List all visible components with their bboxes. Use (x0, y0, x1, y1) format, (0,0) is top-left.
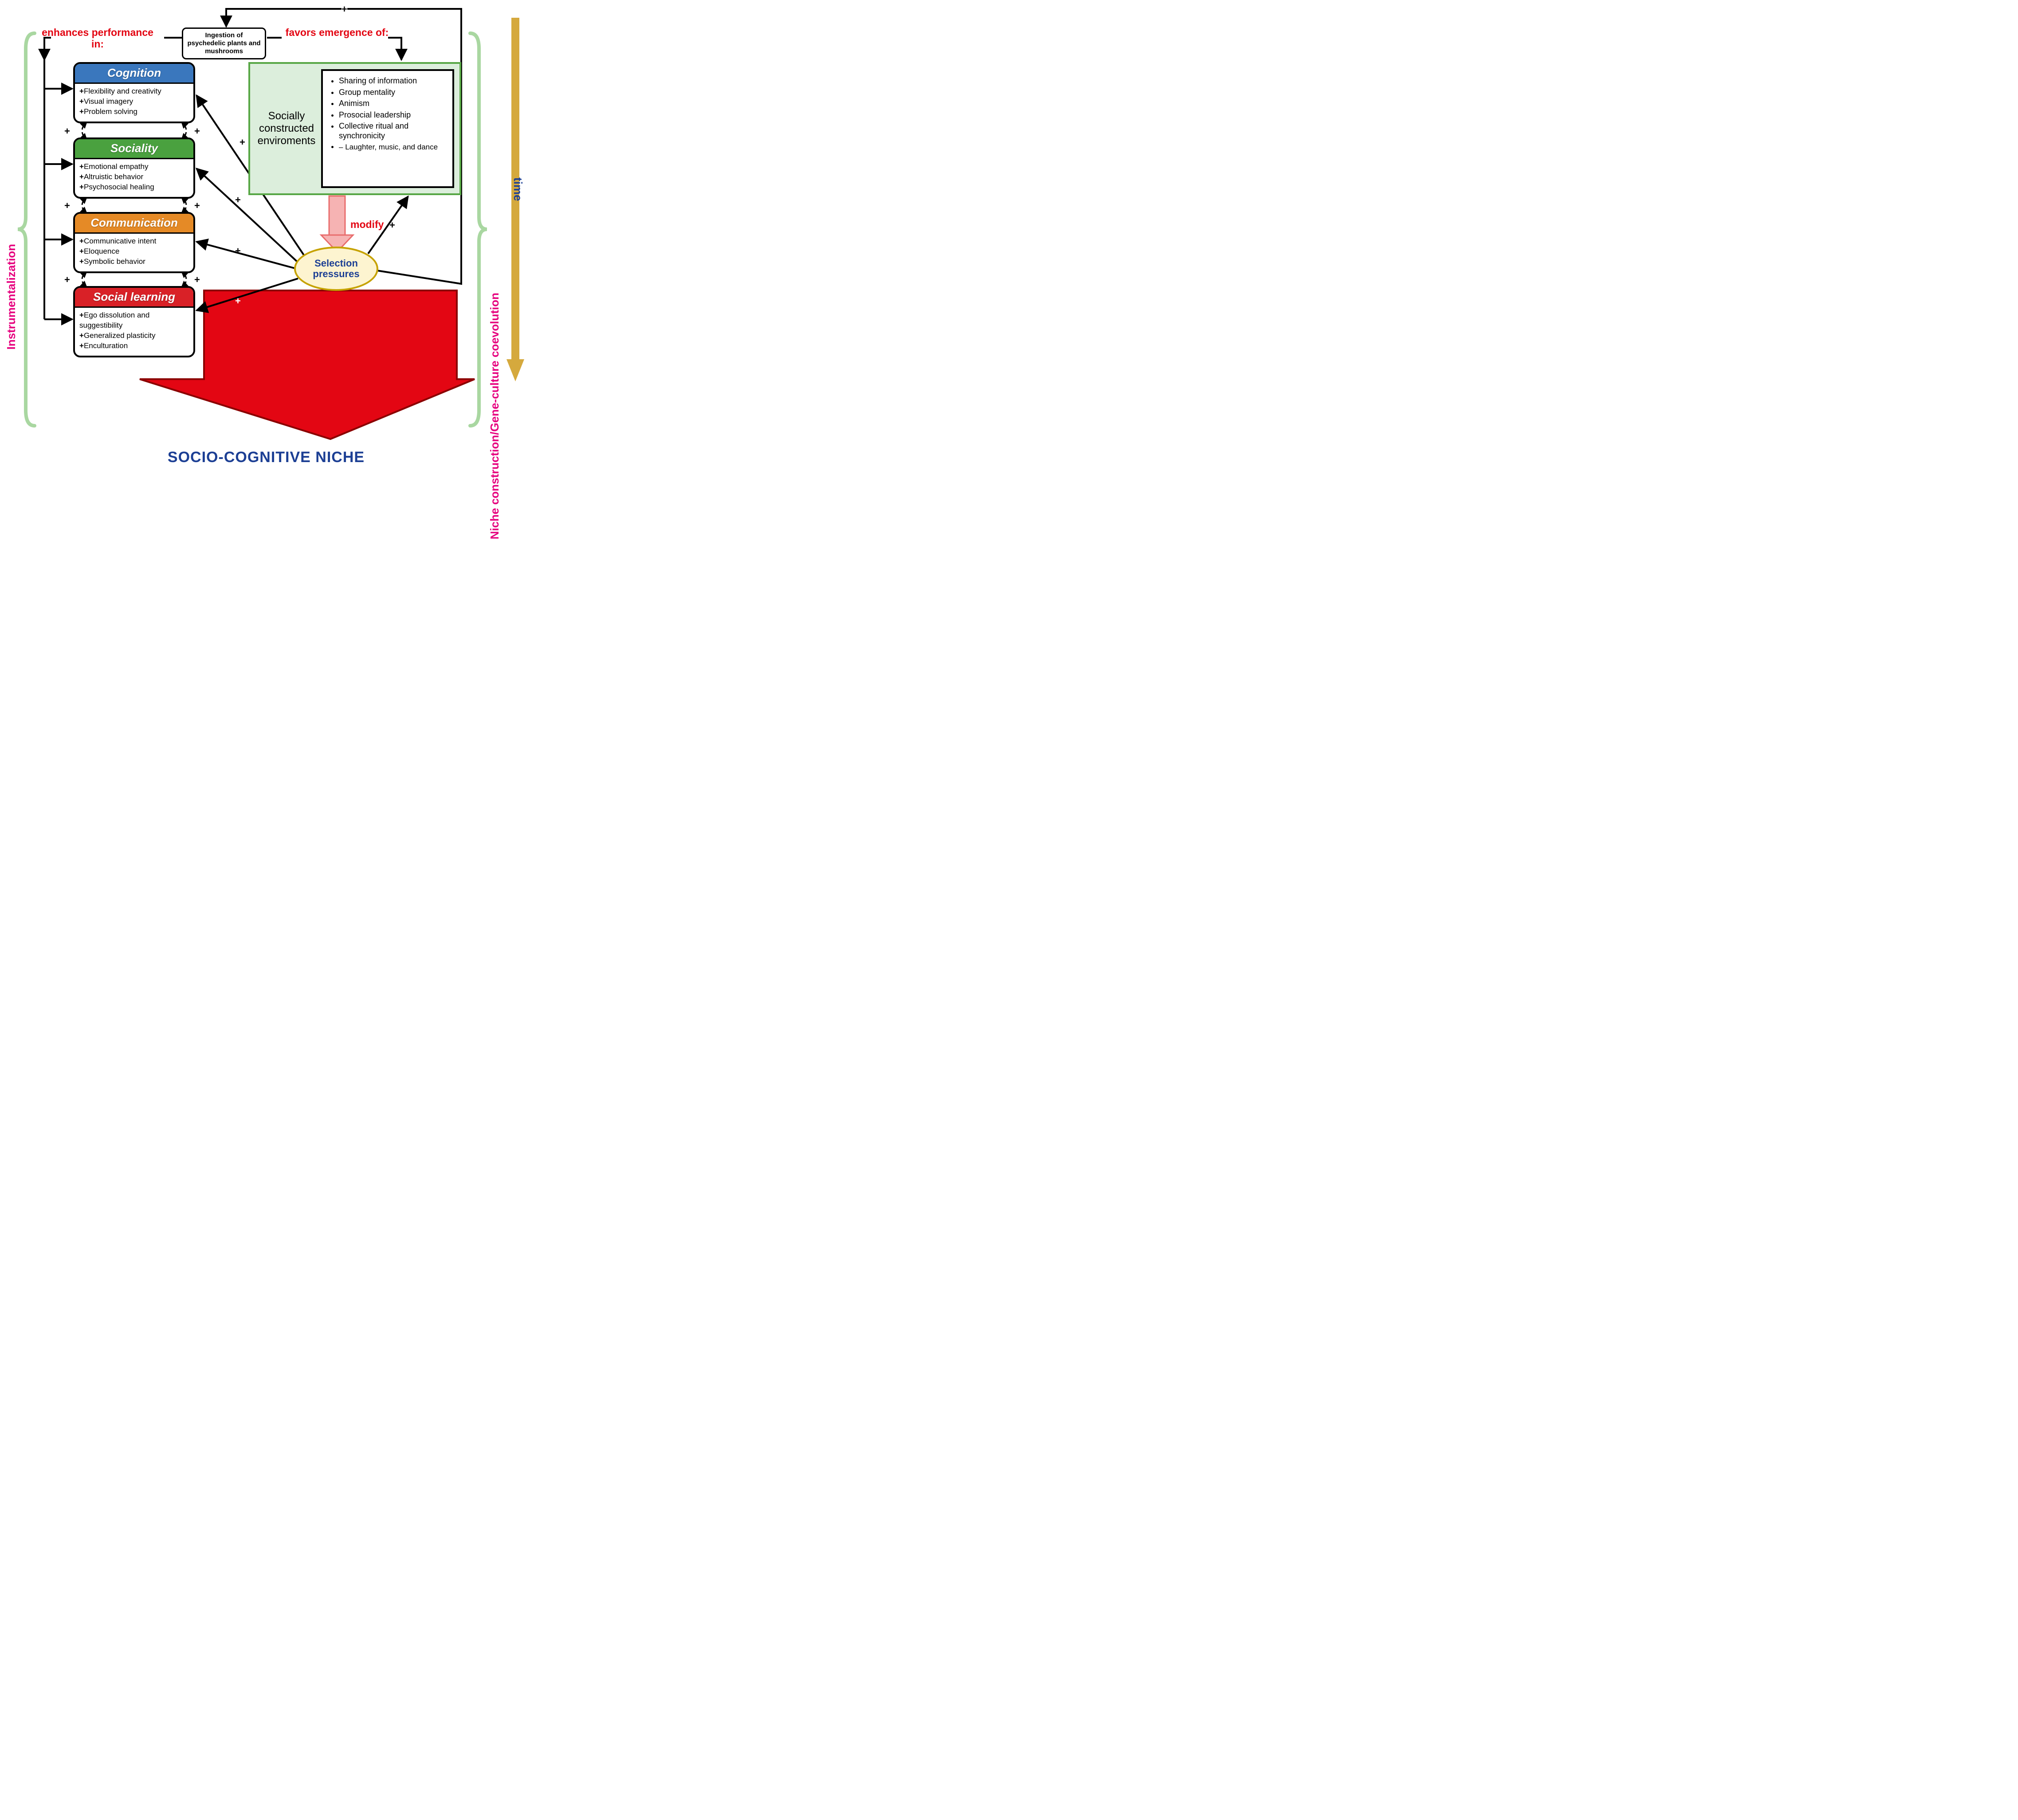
time-label: time (511, 177, 525, 201)
left-bracket (18, 33, 35, 426)
cognition-item: Visual imagery (79, 97, 189, 107)
diagram-root: Ingestion of psychedelic plants and mush… (0, 0, 532, 480)
plus-icon: + (64, 126, 70, 136)
sce-inner: Sharing of information Group mentality A… (321, 69, 454, 188)
sce-item: Sharing of information (339, 76, 446, 86)
sl-item: Enculturation (79, 341, 189, 351)
sociality-title: Sociality (75, 139, 193, 159)
communication-box: Communication Communicative intent Eloqu… (73, 212, 195, 273)
cognition-box: Cognition Flexibility and creativity Vis… (73, 62, 195, 123)
plus-icon: + (194, 275, 200, 285)
sociality-box: Sociality Emotional empathy Altruistic b… (73, 137, 195, 199)
sce-item: Collective ritual and synchronicity (339, 122, 446, 141)
sce-item: Prosocial leadership (339, 110, 446, 120)
right-bracket (470, 33, 487, 426)
plus-icon: + (342, 4, 347, 14)
bottom-title: SOCIO-COGNITIVE NICHE (0, 449, 532, 466)
sce-box: Socially constructed enviroments Sharing… (248, 62, 461, 195)
plus-icon: + (194, 126, 200, 136)
plus-icon: + (64, 201, 70, 211)
sl-item: Ego dissolution and suggestibility (79, 310, 189, 331)
cognition-title: Cognition (75, 64, 193, 84)
sce-subitem: Laughter, music, and dance (339, 143, 446, 152)
enhances-label: enhances performance in: (40, 27, 155, 50)
niche-construction-label: Niche construction/Gene-culture coevolut… (488, 293, 501, 539)
communication-item: Symbolic behavior (79, 257, 189, 267)
communication-title: Communication (75, 214, 193, 234)
communication-item: Communicative intent (79, 236, 189, 247)
sce-item: Group mentality (339, 88, 446, 98)
sociality-item: Altruistic behavior (79, 172, 189, 182)
sl-item: Generalized plasticity (79, 331, 189, 341)
modify-label: modify (350, 219, 384, 231)
plus-icon: + (235, 296, 241, 306)
plus-icon: + (235, 195, 241, 205)
sociality-body: Emotional empathy Altruistic behavior Ps… (75, 159, 193, 197)
selection-ellipse: Selection pressures (294, 247, 378, 291)
sociality-item: Emotional empathy (79, 162, 189, 172)
plus-icon: + (194, 201, 200, 211)
social-learning-body: Ego dissolution and suggestibility Gener… (75, 308, 193, 356)
social-learning-box: Social learning Ego dissolution and sugg… (73, 286, 195, 357)
modify-arrow (321, 196, 353, 252)
communication-body: Communicative intent Eloquence Symbolic … (75, 234, 193, 271)
plus-icon: + (428, 278, 434, 288)
cognition-body: Flexibility and creativity Visual imager… (75, 84, 193, 122)
cognition-item: Flexibility and creativity (79, 86, 189, 97)
favors-label: favors emergence of: (279, 27, 395, 38)
plus-icon: + (239, 137, 245, 147)
sce-item: Animism (339, 99, 446, 109)
plus-icon: + (235, 246, 241, 256)
ingestion-text: Ingestion of psychedelic plants and mush… (187, 31, 260, 55)
sce-label: Socially constructed enviroments (255, 64, 318, 193)
instrumentalization-label: Instrumentalization (4, 244, 18, 349)
ingestion-box: Ingestion of psychedelic plants and mush… (182, 27, 266, 59)
favors-down (388, 38, 401, 60)
plus-icon: + (64, 275, 70, 285)
sociality-item: Psychosocial healing (79, 182, 189, 192)
plus-icon: + (389, 220, 395, 230)
cognition-item: Problem solving (79, 107, 189, 117)
selection-text: Selection pressures (296, 258, 377, 279)
communication-item: Eloquence (79, 247, 189, 257)
social-learning-title: Social learning (75, 288, 193, 308)
